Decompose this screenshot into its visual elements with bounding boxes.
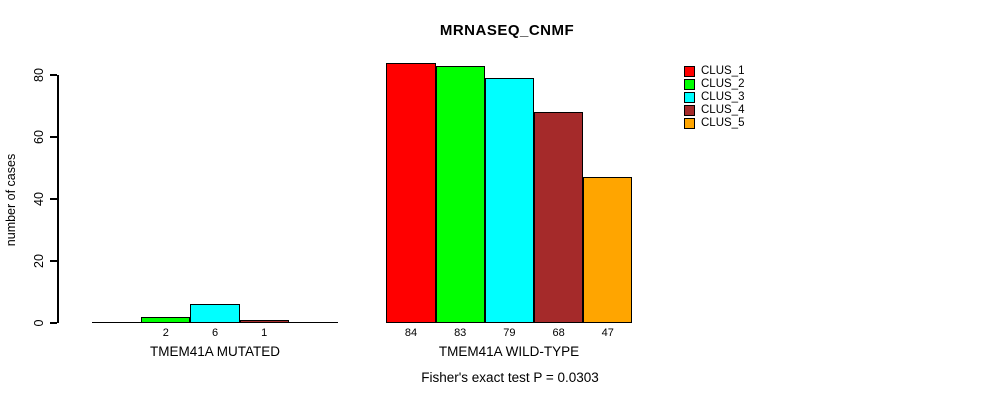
legend-color-swatch (684, 105, 695, 116)
legend-item: CLUS_4 (684, 104, 745, 116)
x-axis-group-label-wildtype: TMEM41A WILD-TYPE (438, 344, 580, 359)
y-axis-tick-label: 60 (32, 130, 46, 144)
fisher-test-footnote: Fisher's exact test P = 0.0303 (421, 370, 599, 385)
y-axis-title: number of cases (4, 153, 18, 247)
bar-CLUS_3 (484, 78, 534, 323)
y-axis-tick-label: 0 (32, 319, 46, 327)
bar-value-label: 1 (261, 327, 268, 339)
y-axis-tick (50, 74, 57, 76)
legend-color-swatch (684, 79, 695, 90)
y-axis-tick (50, 198, 57, 200)
bar-value-label: 2 (162, 327, 169, 339)
bar-value-label: 79 (503, 327, 516, 339)
bar-CLUS_2 (435, 65, 485, 323)
bar-value-label: 68 (552, 327, 565, 339)
legend-label: CLUS_1 (701, 65, 745, 77)
y-axis-tick (50, 260, 57, 262)
legend-item: CLUS_2 (684, 78, 745, 90)
legend: CLUS_1 CLUS_2 CLUS_3 CLUS_4 CLUS_5 (684, 65, 745, 129)
bar-CLUS_5 (583, 177, 633, 323)
legend-color-swatch (684, 118, 695, 129)
legend-item: CLUS_5 (684, 117, 745, 129)
y-axis-tick-label: 40 (32, 192, 46, 206)
bar-CLUS_4 (239, 319, 289, 323)
bar-CLUS_1 (386, 62, 436, 323)
bar-value-label: 6 (211, 327, 219, 339)
y-axis-tick-label: 80 (32, 68, 46, 82)
legend-color-swatch (684, 92, 695, 103)
bar-value-label: 47 (601, 327, 614, 339)
y-axis-tick (50, 322, 57, 324)
bar-CLUS_4 (534, 112, 584, 323)
bar-value-label: 84 (404, 327, 418, 339)
bar-CLUS_2 (141, 316, 191, 323)
legend-label: CLUS_3 (701, 91, 745, 103)
y-axis-tick (50, 136, 57, 138)
legend-label: CLUS_4 (701, 104, 745, 116)
legend-item: CLUS_1 (684, 65, 745, 77)
legend-label: CLUS_2 (701, 78, 745, 90)
bar-value-label: 83 (454, 327, 467, 339)
x-axis-group-label-mutated: TMEM41A MUTATED (149, 344, 280, 359)
legend-color-swatch (684, 66, 695, 77)
legend-label: CLUS_5 (701, 117, 745, 129)
y-axis-tick-label: 20 (32, 254, 46, 268)
legend-item: CLUS_3 (684, 91, 745, 103)
chart-title: MRNASEQ_CNMF (439, 22, 575, 39)
y-axis-line (57, 75, 59, 323)
bar-CLUS_3 (190, 304, 240, 323)
